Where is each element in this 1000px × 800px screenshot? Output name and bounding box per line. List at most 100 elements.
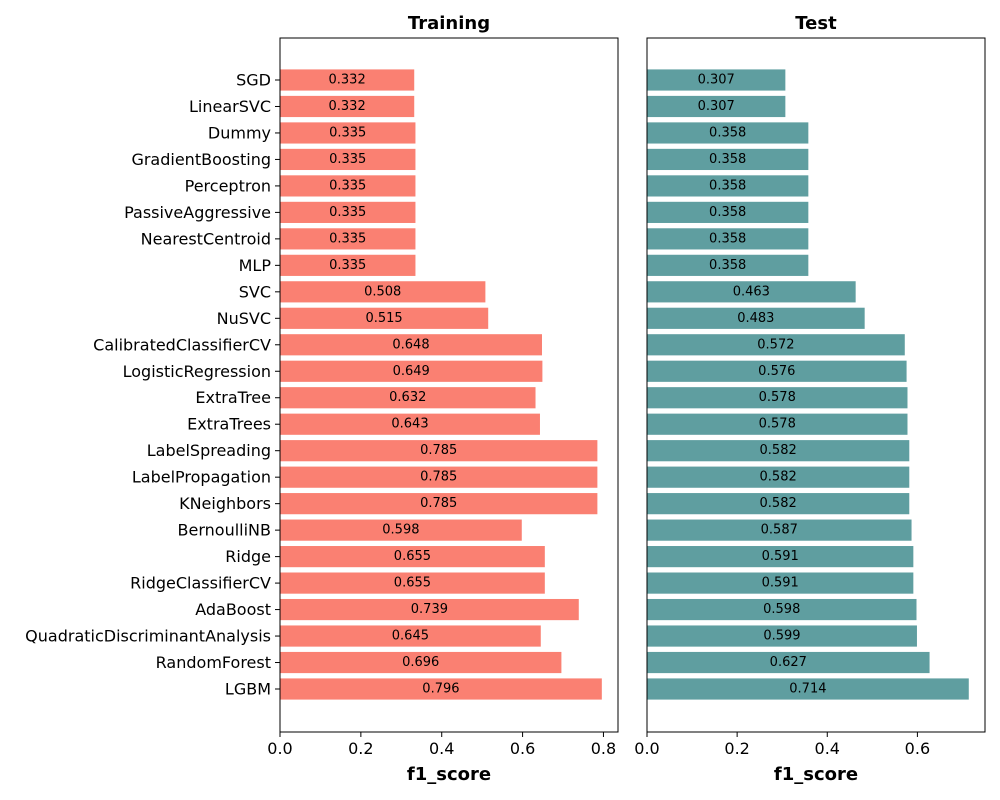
category-label: RandomForest <box>156 653 271 672</box>
bar-ridgeclassifiercv <box>280 572 545 594</box>
category-label: LGBM <box>225 680 271 699</box>
bar-extratrees <box>280 413 540 435</box>
bar-labelspreading <box>280 440 598 462</box>
bar-nusvc <box>647 307 865 329</box>
bar-passiveaggressive <box>647 201 809 223</box>
test-panel: 0.307 0.307 0.358 0.358 0.358 0.358 0.358 0.358… <box>634 13 986 785</box>
category-label: ExtraTree <box>195 388 271 407</box>
bar-kneighbors <box>647 493 910 515</box>
data-label: 0.632 <box>389 390 426 405</box>
data-label: 0.483 <box>737 311 774 326</box>
x-tick-label: 0.2 <box>724 739 749 758</box>
category-label: ExtraTrees <box>187 415 271 434</box>
x-axis-label: f1_score <box>774 764 858 785</box>
data-label: 0.358 <box>709 231 746 246</box>
data-label: 0.332 <box>329 73 366 88</box>
data-label: 0.358 <box>709 258 746 273</box>
data-label: 0.648 <box>392 337 429 352</box>
data-label: 0.335 <box>329 125 366 140</box>
data-label: 0.582 <box>760 496 797 511</box>
data-label: 0.598 <box>763 602 800 617</box>
data-label: 0.335 <box>329 178 366 193</box>
data-label: 0.591 <box>762 576 799 591</box>
data-label: 0.645 <box>392 629 429 644</box>
bar-labelpropagation <box>280 466 598 488</box>
category-label: SVC <box>239 282 271 301</box>
data-label: 0.655 <box>394 549 431 564</box>
bar-sgd <box>280 69 415 91</box>
category-label: AdaBoost <box>195 600 271 619</box>
data-label: 0.578 <box>759 390 796 405</box>
bar-gradientboosting <box>647 148 809 171</box>
bar-ridge <box>647 546 914 568</box>
training-panel: 0.332 0.332 0.335 0.335 0.335 0.335 0.335 0.335… <box>25 13 619 785</box>
bar-ridgeclassifiercv <box>647 572 914 594</box>
bar-linearsvc <box>647 95 786 118</box>
bar-calibratedclassifiercv <box>280 334 542 356</box>
bar-logisticregression <box>280 360 543 382</box>
data-label: 0.335 <box>329 231 366 246</box>
bar-randomforest <box>280 651 562 674</box>
bar-logisticregression <box>647 360 907 382</box>
axes-frame <box>646 37 986 733</box>
category-label: BernoulliNB <box>178 521 271 540</box>
data-label: 0.335 <box>329 152 366 167</box>
x-tick-label: 0.4 <box>429 739 454 758</box>
data-label: 0.335 <box>329 258 366 273</box>
x-tick-label: 0.0 <box>267 739 292 758</box>
category-label: LinearSVC <box>189 97 271 116</box>
bar-bernoullinb <box>647 519 912 541</box>
panel-title: Training <box>408 13 490 34</box>
category-label: Perceptron <box>185 176 271 195</box>
x-tick-label: 0.8 <box>591 739 616 758</box>
category-label: NuSVC <box>217 309 271 328</box>
bar-extratree <box>280 387 536 409</box>
x-tick-label: 0.6 <box>905 739 930 758</box>
category-label: LogisticRegression <box>123 362 271 381</box>
data-label: 0.785 <box>420 496 457 511</box>
data-label: 0.307 <box>698 99 735 114</box>
bar-adaboost <box>280 598 579 621</box>
x-tick-label: 0.2 <box>348 739 373 758</box>
bar-dummy <box>280 122 416 144</box>
bar-gradientboosting <box>280 148 416 171</box>
category-label: Ridge <box>225 547 271 566</box>
category-label: LabelSpreading <box>147 441 271 460</box>
data-label: 0.572 <box>757 337 794 352</box>
category-label: GradientBoosting <box>131 150 271 169</box>
data-label: 0.796 <box>422 682 459 697</box>
data-label: 0.578 <box>759 417 796 432</box>
data-label: 0.643 <box>391 417 428 432</box>
bar-nusvc <box>280 307 489 329</box>
bar-nearestcentroid <box>647 228 809 250</box>
data-label: 0.598 <box>382 523 419 538</box>
data-label: 0.649 <box>393 364 430 379</box>
data-label: 0.358 <box>709 152 746 167</box>
category-label: RidgeClassifierCV <box>130 574 271 593</box>
category-label: KNeighbors <box>179 494 271 513</box>
data-label: 0.582 <box>760 443 797 458</box>
data-label: 0.358 <box>709 178 746 193</box>
bar-calibratedclassifiercv <box>647 334 905 356</box>
x-axis-label: f1_score <box>407 764 491 785</box>
bar-passiveaggressive <box>280 201 416 223</box>
data-label: 0.463 <box>733 284 770 299</box>
bar-sgd <box>647 69 786 91</box>
bar-mlp <box>647 254 809 276</box>
bar-adaboost <box>647 598 917 621</box>
bar-mlp <box>280 254 416 276</box>
bar-dummy <box>647 122 809 144</box>
data-label: 0.307 <box>698 73 735 88</box>
bar-svc <box>647 281 856 303</box>
panel-title: Test <box>795 13 837 34</box>
category-label: NearestCentroid <box>141 229 271 248</box>
data-label: 0.582 <box>760 470 797 485</box>
data-label: 0.785 <box>420 443 457 458</box>
data-label: 0.696 <box>402 655 439 670</box>
bar-randomforest <box>647 651 930 674</box>
category-label: LabelPropagation <box>132 468 271 487</box>
data-label: 0.714 <box>789 682 826 697</box>
bar-labelspreading <box>647 440 910 462</box>
data-label: 0.587 <box>761 523 798 538</box>
